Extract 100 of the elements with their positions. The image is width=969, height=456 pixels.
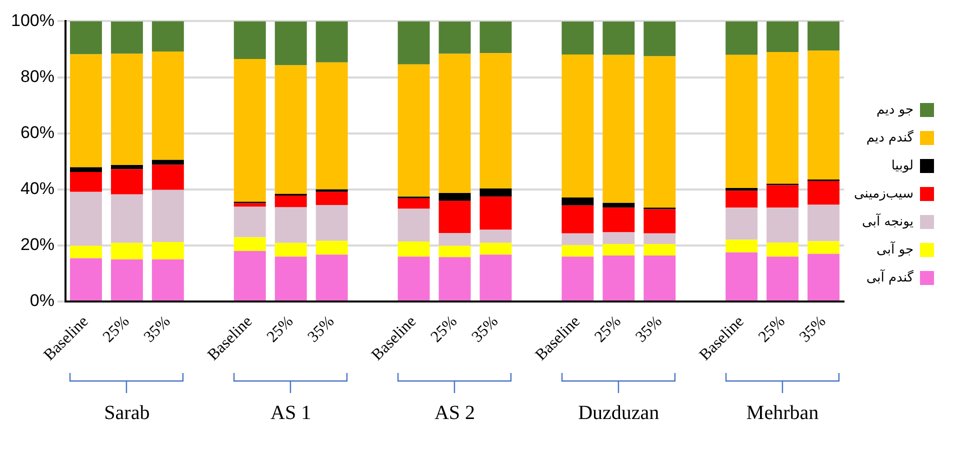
y-tick-label: 100% <box>10 10 54 30</box>
bar <box>438 21 471 54</box>
legend-label: گندم آبی <box>866 268 914 286</box>
bar <box>110 21 143 54</box>
bar <box>234 21 266 60</box>
bar <box>70 54 102 168</box>
y-tick-label: 60% <box>20 122 54 142</box>
bar <box>808 180 840 205</box>
bar <box>480 196 512 230</box>
bar <box>234 206 266 238</box>
bar <box>316 240 348 255</box>
bar <box>602 256 635 300</box>
bar <box>152 21 184 52</box>
x-tick-label: 25% <box>428 313 461 346</box>
bar <box>398 208 430 242</box>
legend-label: یونجه آبی <box>862 212 914 230</box>
bar <box>110 164 143 170</box>
bar <box>808 21 840 51</box>
bar <box>766 242 799 257</box>
bar <box>480 21 512 54</box>
text: Sarab <box>103 402 151 425</box>
bar <box>808 254 840 300</box>
bar <box>110 242 143 260</box>
x-tick-label: 25% <box>592 313 624 346</box>
x-tick-label: 35% <box>304 313 338 346</box>
x-tick-label: 25% <box>264 313 297 346</box>
bar <box>644 21 676 56</box>
bar <box>234 251 266 300</box>
bar <box>726 240 758 252</box>
bar <box>808 241 840 254</box>
bar <box>644 244 676 256</box>
bar <box>398 241 430 257</box>
bar <box>438 54 471 194</box>
bar <box>766 21 799 52</box>
bar <box>316 62 348 190</box>
bar <box>438 193 471 201</box>
bar <box>274 65 307 194</box>
y-tick-label: 0% <box>30 291 54 310</box>
bar <box>766 52 799 184</box>
x-tick-label: 25% <box>756 313 788 346</box>
bar <box>152 51 184 160</box>
bar <box>480 230 512 243</box>
legend-label: جو دیم <box>876 102 914 118</box>
bar <box>438 246 471 258</box>
bar <box>234 237 266 252</box>
bar <box>726 54 758 188</box>
bar <box>602 21 635 55</box>
bar <box>808 204 840 242</box>
bar <box>480 188 512 197</box>
bar <box>316 192 348 206</box>
legend-label: سیب‌زمینی <box>854 186 914 202</box>
bar <box>726 190 758 208</box>
bar <box>316 205 348 241</box>
bar <box>808 50 840 180</box>
bar <box>274 207 307 243</box>
x-tick-label: 35% <box>796 313 830 346</box>
text: AS 1 <box>270 402 312 425</box>
bar <box>398 64 430 197</box>
bar <box>726 21 758 55</box>
bar <box>274 256 307 300</box>
bar <box>602 244 635 256</box>
bar <box>152 160 184 165</box>
bar <box>398 21 430 64</box>
bar <box>152 259 184 300</box>
bar <box>152 242 184 260</box>
bar <box>644 256 676 300</box>
bar <box>438 257 471 300</box>
bar <box>438 200 471 234</box>
bar <box>70 258 102 300</box>
bar <box>70 246 102 258</box>
bar <box>274 21 307 66</box>
legend-label: گندم دیم <box>866 129 914 146</box>
bar <box>562 197 594 206</box>
y-tick-label: 40% <box>20 179 54 198</box>
bar <box>316 21 348 62</box>
bar <box>70 21 102 54</box>
legend-label: لوبیا <box>891 158 914 174</box>
bar <box>110 54 143 165</box>
bar <box>562 233 594 246</box>
bar <box>766 185 799 208</box>
bar <box>316 189 348 192</box>
bar <box>726 188 758 191</box>
bar <box>766 256 799 300</box>
x-tick-label: 35% <box>632 313 666 346</box>
bar <box>398 256 430 300</box>
text: AS 2 <box>433 402 476 425</box>
bar <box>602 54 635 203</box>
bar <box>766 208 799 243</box>
y-tick-label: 80% <box>20 66 54 86</box>
bar <box>70 167 102 172</box>
text: Mehrban <box>745 402 820 425</box>
bar <box>562 21 594 55</box>
x-tick-label: 25% <box>100 313 133 346</box>
bar <box>398 198 430 209</box>
bar <box>234 59 266 202</box>
bar <box>152 164 184 190</box>
bar <box>274 196 307 208</box>
bar <box>480 242 512 255</box>
bar <box>110 169 143 194</box>
bar <box>70 172 102 192</box>
